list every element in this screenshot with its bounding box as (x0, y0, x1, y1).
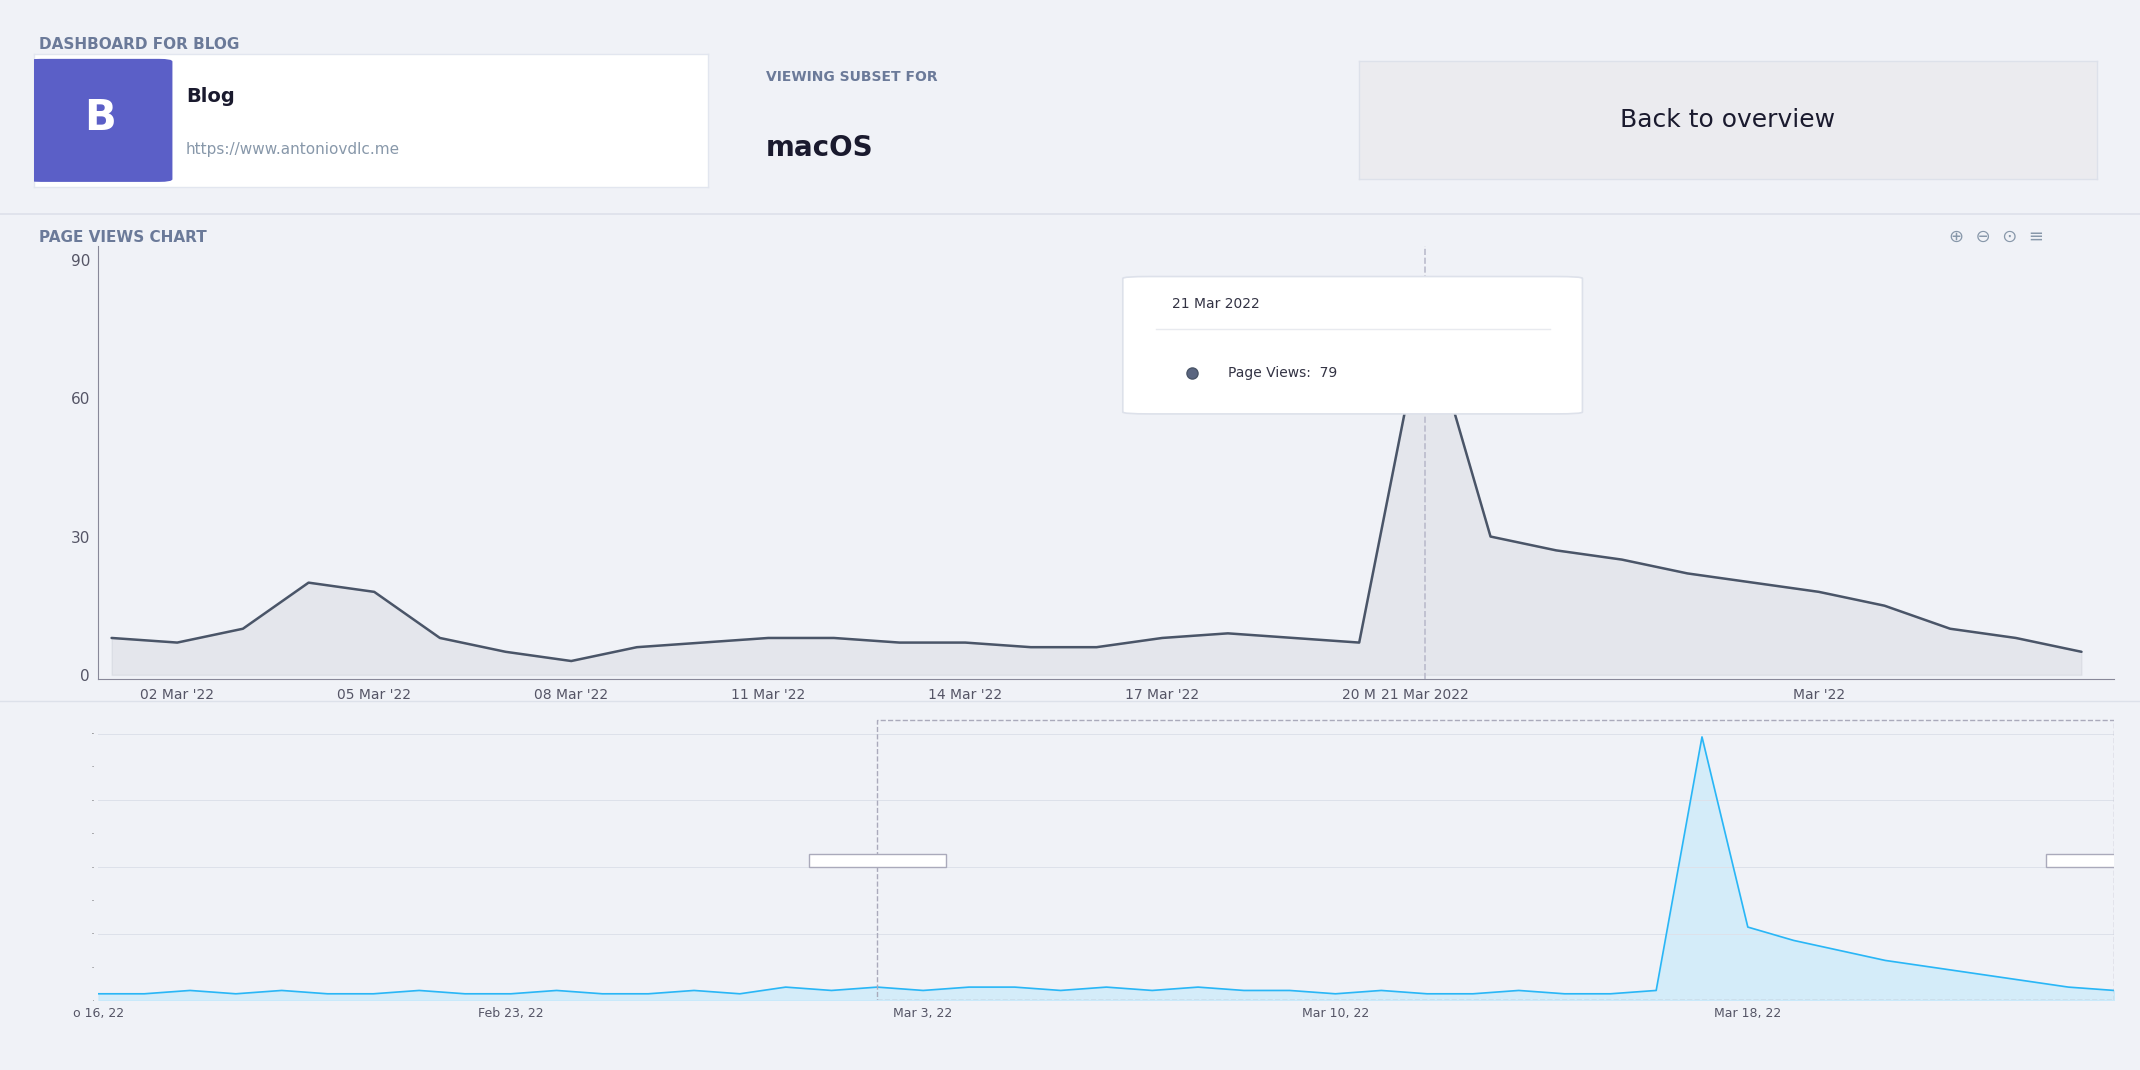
Text: https://www.antoniovdlc.me: https://www.antoniovdlc.me (186, 142, 400, 157)
Bar (877, 720, 2114, 1000)
Text: VIEWING SUBSET FOR: VIEWING SUBSET FOR (766, 70, 937, 83)
Text: macOS: macOS (766, 134, 873, 162)
Text: Page Views:  79: Page Views: 79 (1228, 366, 1338, 380)
Text: Back to overview: Back to overview (1620, 108, 1836, 132)
Bar (2046, 854, 2140, 867)
Bar (809, 854, 946, 867)
Text: ⊕  ⊖  ⊙  ≡: ⊕ ⊖ ⊙ ≡ (1950, 228, 2044, 246)
FancyBboxPatch shape (1124, 276, 1581, 414)
Text: 21 Mar 2022: 21 Mar 2022 (1173, 296, 1260, 310)
Text: Blog: Blog (186, 87, 235, 106)
Text: B: B (83, 96, 116, 139)
Text: PAGE VIEWS CHART: PAGE VIEWS CHART (39, 230, 205, 245)
Text: DASHBOARD FOR BLOG: DASHBOARD FOR BLOG (39, 37, 240, 52)
FancyBboxPatch shape (28, 59, 173, 182)
